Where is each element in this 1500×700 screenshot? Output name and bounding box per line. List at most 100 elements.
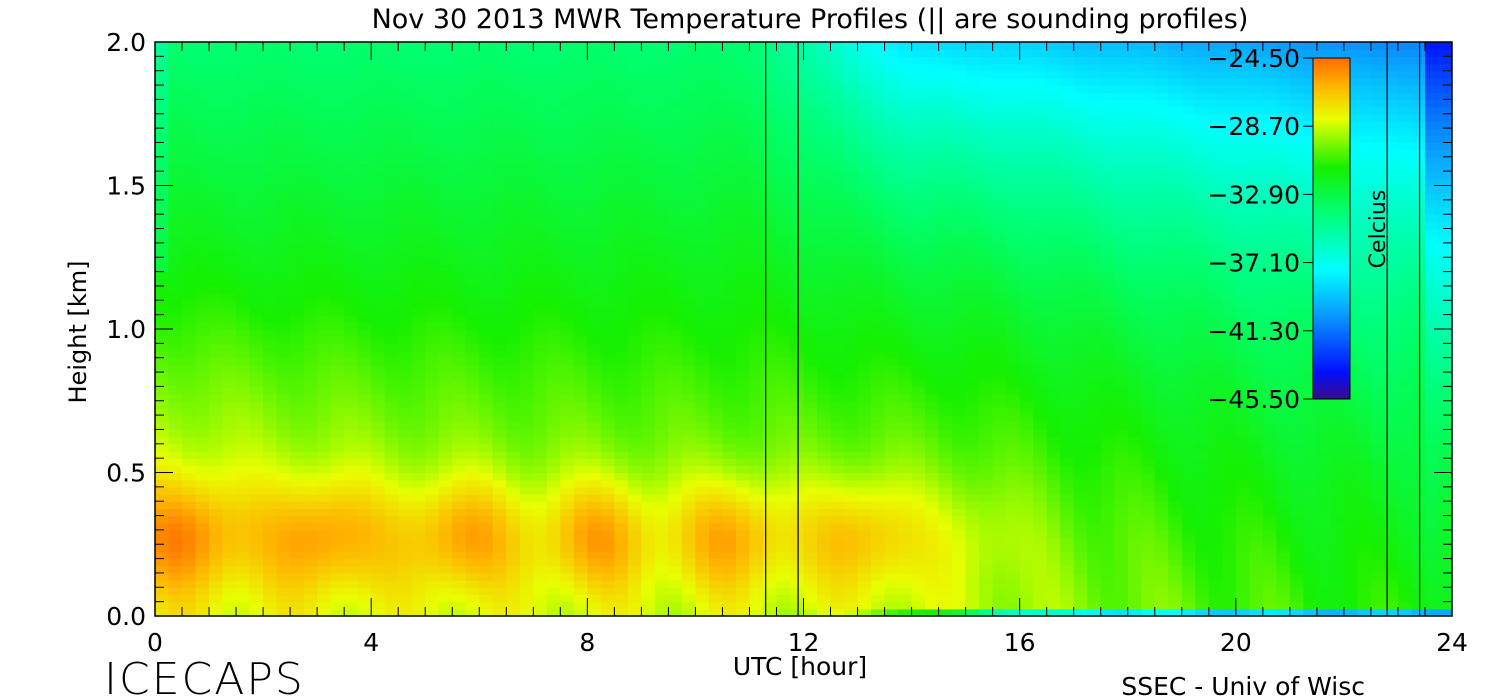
heatmap-cell [573, 171, 588, 179]
heatmap-cell [290, 257, 305, 266]
heatmap-cell [209, 257, 224, 266]
heatmap-cell [992, 364, 1007, 373]
heatmap-cell [533, 70, 548, 79]
heatmap-cell [290, 400, 305, 409]
heatmap-cell [371, 594, 386, 603]
heatmap-cell [384, 544, 399, 553]
heatmap-cell [411, 300, 426, 309]
heatmap-cell [722, 572, 737, 581]
heatmap-cell [155, 207, 170, 215]
heatmap-cell [573, 163, 588, 172]
heatmap-cell [587, 192, 602, 201]
heatmap-cell [492, 472, 507, 481]
heatmap-cell [979, 400, 994, 409]
heatmap-cell [992, 551, 1007, 560]
heatmap-cell [803, 207, 818, 215]
heatmap-cell [722, 450, 737, 459]
heatmap-cell [438, 149, 453, 158]
heatmap-cell [560, 128, 575, 136]
heatmap-cell [465, 608, 480, 616]
heatmap-cell [695, 85, 710, 93]
heatmap-cell [195, 63, 210, 72]
heatmap-cell [641, 558, 656, 567]
heatmap-cell [465, 336, 480, 344]
heatmap-cell [911, 135, 926, 144]
heatmap-cell [384, 106, 399, 115]
heatmap-cell [182, 199, 197, 208]
heatmap-cell [654, 228, 669, 237]
heatmap-cell [236, 149, 251, 158]
heatmap-cell [614, 99, 629, 108]
heatmap-cell [317, 572, 332, 581]
heatmap-cell [641, 537, 656, 545]
heatmap-cell [898, 156, 913, 165]
heatmap-cell [425, 235, 440, 244]
heatmap-cell [182, 372, 197, 380]
heatmap-cell [425, 364, 440, 373]
heatmap-cell [290, 142, 305, 151]
heatmap-cell [344, 580, 359, 588]
heatmap-cell [222, 70, 237, 79]
heatmap-cell [654, 285, 669, 294]
heatmap-cell [654, 400, 669, 409]
heatmap-cell [519, 443, 534, 452]
heatmap-cell [533, 565, 548, 574]
heatmap-cell [600, 163, 615, 172]
heatmap-cell [830, 300, 845, 309]
heatmap-cell [384, 178, 399, 187]
heatmap-cell [290, 436, 305, 445]
heatmap-cell [330, 192, 345, 201]
heatmap-cell [627, 156, 642, 165]
heatmap-cell [587, 257, 602, 266]
heatmap-cell [735, 580, 751, 588]
heatmap-cell [911, 522, 926, 531]
heatmap-cell [330, 42, 345, 50]
heatmap-cell [749, 501, 764, 509]
heatmap-cell [533, 128, 548, 136]
heatmap-cell [317, 300, 332, 309]
heatmap-cell [573, 386, 588, 395]
heatmap-cell [506, 393, 521, 402]
heatmap-cell [330, 199, 345, 208]
heatmap-cell [411, 580, 426, 588]
heatmap-cell [776, 199, 791, 208]
heatmap-cell [911, 501, 926, 509]
heatmap-cell [155, 580, 170, 588]
heatmap-cell [411, 350, 426, 359]
heatmap-cell [317, 415, 332, 423]
heatmap-cell [330, 501, 345, 509]
heatmap-cell [384, 379, 399, 387]
heatmap-cell [817, 537, 832, 545]
heatmap-cell [492, 250, 507, 258]
heatmap-cell [195, 221, 210, 230]
heatmap-cell [641, 450, 656, 459]
heatmap-cell [722, 293, 737, 301]
heatmap-cell [627, 372, 642, 380]
heatmap-cell [384, 386, 399, 395]
heatmap-cell [668, 293, 683, 301]
heatmap-cell [533, 415, 548, 423]
heatmap-cell [425, 544, 440, 553]
heatmap-cell [452, 128, 467, 136]
heatmap-cell [803, 250, 818, 258]
heatmap-cell [209, 278, 224, 287]
heatmap-cell [182, 587, 197, 596]
heatmap-cell [371, 156, 386, 165]
heatmap-cell [506, 422, 521, 431]
heatmap-cell [168, 300, 183, 309]
heatmap-cell [803, 450, 818, 459]
heatmap-cell [465, 85, 480, 93]
heatmap-cell [587, 250, 602, 258]
heatmap-cell [492, 515, 507, 524]
heatmap-cell [817, 142, 832, 151]
heatmap-cell [425, 113, 440, 122]
heatmap-cell [533, 92, 548, 100]
heatmap-cell [398, 42, 413, 50]
heatmap-cell [681, 343, 697, 352]
heatmap-cell [492, 307, 507, 316]
heatmap-cell [695, 321, 710, 330]
heatmap-cell [384, 508, 399, 517]
heatmap-cell [452, 77, 467, 86]
heatmap-cell [195, 572, 210, 581]
heatmap-cell [398, 350, 413, 359]
